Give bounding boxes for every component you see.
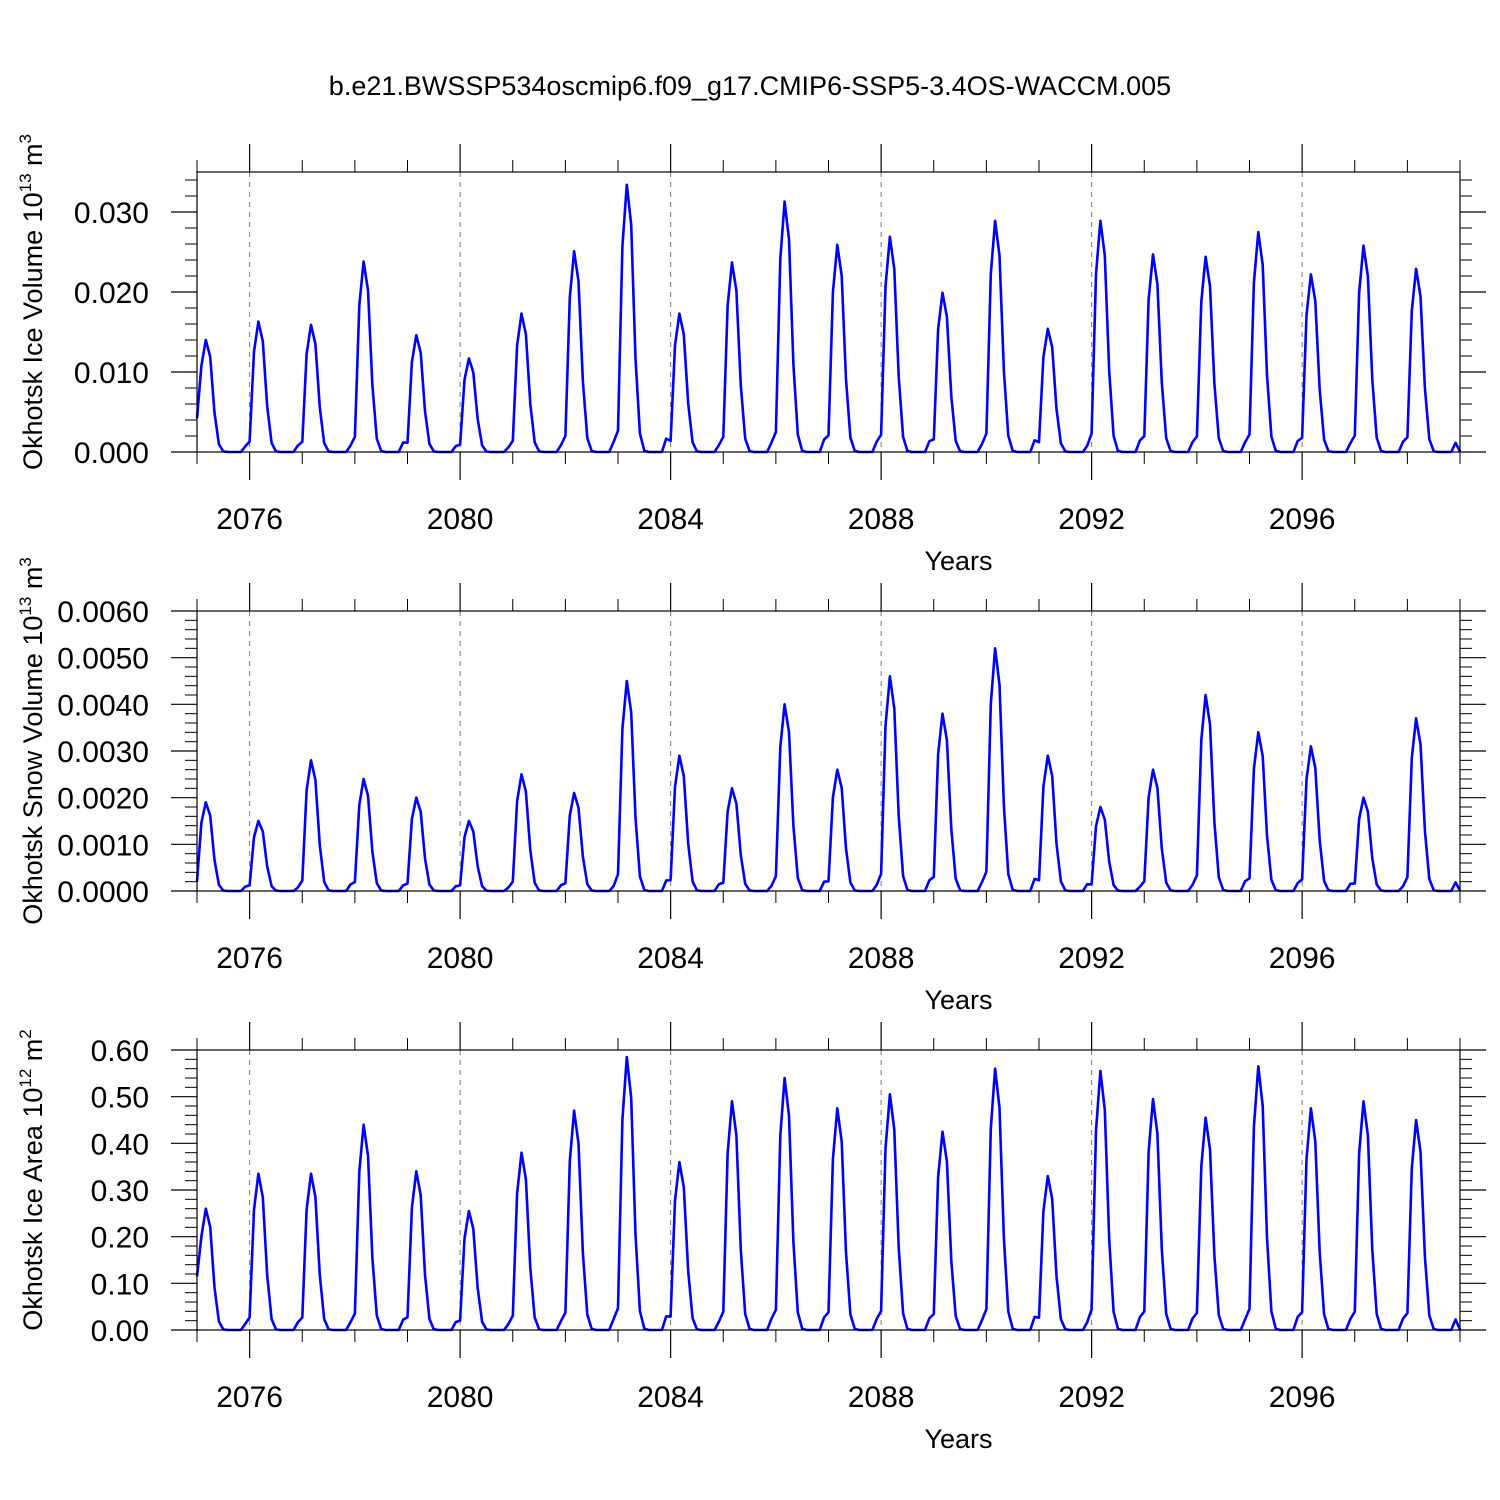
x-tick-label: 2096 <box>1269 942 1336 975</box>
y-axis-label: Okhotsk Snow Volume 1013 m3 <box>16 557 48 925</box>
y-axis-label: Okhotsk Ice Volume 1013 m3 <box>16 134 48 470</box>
y-tick-label: 0.0060 <box>57 596 149 629</box>
y-tick-label: 0.0040 <box>57 689 149 722</box>
y-tick-label: 0.0010 <box>57 829 149 862</box>
y-tick-label: 0.0050 <box>57 643 149 676</box>
x-tick-label: 2080 <box>427 1381 494 1414</box>
y-axis-label-main: Okhotsk Snow Volume 10 <box>18 616 48 925</box>
x-tick-label: 2076 <box>216 503 283 536</box>
y-axis-label-exponent: 13 <box>16 597 35 616</box>
y-axis-label: Okhotsk Ice Area 1012 m2 <box>16 1029 48 1331</box>
series-line <box>195 183 1462 454</box>
y-axis-label-unit: m <box>18 143 48 173</box>
x-tick-label: 2092 <box>1058 942 1125 975</box>
y-tick-label: 0.0020 <box>57 783 149 816</box>
y-axis-label-exponent: 13 <box>16 173 35 192</box>
y-tick-label: 0.020 <box>74 277 149 310</box>
y-tick-label: 0.40 <box>91 1128 149 1161</box>
figure-title: b.e21.BWSSP534oscmip6.f09_g17.CMIP6-SSP5… <box>329 71 1171 101</box>
y-axis-label-unit-exponent: 3 <box>16 557 35 566</box>
x-axis-label: Years <box>924 546 992 576</box>
chart-snow-volume: 2076 2080 2084 2088 2092 2096 0.0000 0.0010 0.00… <box>16 557 1486 1015</box>
x-tick-label: 2080 <box>427 503 494 536</box>
y-tick-label: 0.00 <box>91 1315 149 1348</box>
x-tick-label: 2088 <box>848 1381 915 1414</box>
y-tick-label: 0.30 <box>91 1175 149 1208</box>
y-tick-label: 0.010 <box>74 357 149 390</box>
x-tick-label: 2076 <box>216 1381 283 1414</box>
series-line <box>195 1055 1462 1332</box>
y-tick-label: 0.000 <box>74 437 149 470</box>
x-tick-label: 2088 <box>848 503 915 536</box>
y-tick-label: 0.030 <box>74 197 149 230</box>
y-axis-label-unit: m <box>18 567 48 597</box>
y-tick-label: 0.10 <box>91 1268 149 1301</box>
y-axis-label-unit-exponent: 3 <box>16 134 35 143</box>
plot-frame <box>196 610 1461 892</box>
y-axis-label-main: Okhotsk Ice Volume 10 <box>18 192 48 470</box>
x-axis-label: Years <box>924 1424 992 1454</box>
x-tick-label: 2092 <box>1058 1381 1125 1414</box>
y-tick-label: 0.60 <box>91 1035 149 1068</box>
chart-ice-area: 2076 2080 2084 2088 2092 2096 0.00 0.10 0.20 0.30… <box>16 1022 1486 1454</box>
x-tick-label: 2084 <box>637 503 704 536</box>
x-tick-label: 2096 <box>1269 503 1336 536</box>
x-tick-label: 2076 <box>216 942 283 975</box>
y-tick-label: 0.20 <box>91 1222 149 1255</box>
x-tick-label: 2084 <box>637 1381 704 1414</box>
y-axis-label-unit: m <box>18 1039 48 1069</box>
y-axis-label-exponent: 12 <box>16 1069 35 1088</box>
y-tick-label: 0.50 <box>91 1082 149 1115</box>
y-axis-label-main: Okhotsk Ice Area 10 <box>18 1088 48 1331</box>
y-axis-label-unit-exponent: 2 <box>16 1029 35 1038</box>
y-tick-label: 0.0030 <box>57 736 149 769</box>
x-tick-label: 2080 <box>427 942 494 975</box>
y-tick-label: 0.0000 <box>57 876 149 909</box>
x-tick-label: 2096 <box>1269 1381 1336 1414</box>
series-line <box>195 647 1462 893</box>
x-axis-label: Years <box>924 985 992 1015</box>
chart-ice-volume: 2076 2080 2084 2088 2092 2096 0.000 0.010 0.020 0… <box>16 134 1486 576</box>
x-tick-label: 2092 <box>1058 503 1125 536</box>
x-tick-label: 2084 <box>637 942 704 975</box>
x-tick-label: 2088 <box>848 942 915 975</box>
